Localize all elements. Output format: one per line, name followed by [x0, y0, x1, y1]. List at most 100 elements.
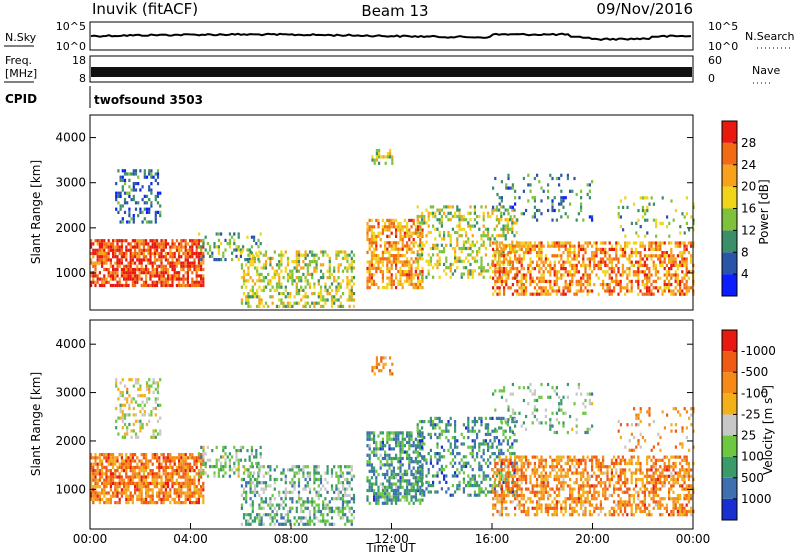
heatmap-cell: [158, 469, 161, 473]
heatmap-cell: [98, 501, 101, 505]
colorbar-tick-label: 8: [741, 245, 749, 259]
heatmap-cell: [386, 501, 389, 505]
heatmap-cell: [169, 488, 172, 492]
heatmap-cell: [123, 462, 126, 466]
heatmap-cell: [551, 218, 554, 222]
heatmap-cell: [297, 481, 301, 485]
heatmap-cell: [399, 238, 402, 242]
heatmap-cell: [388, 257, 391, 261]
heatmap-cell: [434, 214, 437, 219]
heatmap-cell: [112, 481, 115, 485]
heatmap-cell: [445, 214, 448, 219]
heatmap-cell: [395, 231, 398, 235]
heatmap-cell: [300, 288, 303, 292]
heatmap-cell: [615, 273, 618, 277]
heatmap-cell: [456, 208, 459, 212]
heatmap-cell: [440, 208, 443, 212]
heatmap-cell: [417, 244, 420, 248]
heatmap-cell: [101, 251, 104, 256]
heatmap-cell: [127, 456, 130, 460]
heatmap-cell: [147, 258, 150, 262]
heatmap-cell: [518, 292, 521, 296]
heatmap-cell: [434, 243, 437, 247]
heatmap-cell: [164, 485, 167, 489]
heatmap-cell: [119, 403, 122, 407]
heatmap-cell: [295, 500, 298, 504]
heatmap-cell: [242, 445, 245, 449]
heatmap-cell: [158, 456, 161, 460]
heatmap-cell: [547, 208, 550, 213]
heatmap-cell: [412, 260, 415, 264]
heatmap-cell: [178, 277, 181, 281]
heatmap-cell: [373, 250, 376, 254]
heatmap-cell: [494, 257, 497, 261]
heatmap-cell: [644, 212, 647, 216]
heatmap-cell: [685, 270, 688, 274]
heatmap-cell: [610, 260, 613, 264]
heatmap-cell: [586, 192, 589, 197]
heatmap-cell: [180, 248, 183, 252]
heatmap-cell: [416, 250, 419, 254]
heatmap-cell: [621, 267, 624, 271]
heatmap-cell: [527, 251, 530, 255]
heatmap-cell: [98, 258, 101, 262]
heatmap-cell: [373, 161, 376, 165]
heatmap-cell: [637, 260, 640, 264]
heatmap-cell: [239, 458, 242, 462]
heatmap-cell: [449, 442, 452, 446]
heatmap-cell: [674, 209, 677, 213]
heatmap-cell: [679, 286, 682, 290]
heatmap-cell: [262, 285, 265, 289]
heatmap-cell: [300, 516, 303, 520]
heatmap-cell: [467, 426, 470, 430]
heatmap-cell: [245, 500, 248, 504]
heatmap-cell: [171, 465, 174, 469]
heatmap-cell: [637, 218, 640, 222]
heatmap-cell: [417, 282, 420, 286]
heatmap-cell: [489, 237, 492, 241]
heatmap-cell: [432, 484, 435, 488]
heatmap-cell: [648, 241, 651, 245]
heatmap-cell: [390, 273, 393, 277]
heatmap-cell: [399, 276, 402, 280]
heatmap-cell: [134, 277, 137, 281]
heatmap-cell: [145, 462, 148, 466]
heatmap-cell: [297, 493, 301, 498]
heatmap-cell: [256, 516, 259, 520]
heatmap-cell: [386, 218, 389, 222]
freq-frame: [89, 55, 694, 83]
heatmap-cell: [399, 260, 402, 264]
heatmap-cell: [371, 369, 374, 373]
heatmap-cell: [419, 447, 422, 451]
heatmap-cell: [148, 419, 151, 423]
heatmap-cell: [375, 450, 378, 454]
heatmap-cell: [262, 513, 265, 517]
heatmap-cell: [562, 289, 565, 293]
heatmap-cell: [516, 241, 519, 245]
heatmap-cell: [514, 267, 517, 271]
heatmap-cell: [156, 459, 159, 463]
heatmap-cell: [125, 459, 128, 463]
heatmap-cell: [147, 485, 150, 489]
heatmap-cell: [140, 248, 143, 252]
heatmap-cell: [245, 301, 248, 305]
heatmap-cell: [438, 436, 441, 440]
heatmap-cell: [414, 450, 417, 454]
heatmap-cell: [635, 241, 638, 245]
heatmap-cell: [423, 243, 426, 247]
heatmap-cell: [503, 292, 506, 296]
heatmap-cell: [663, 257, 666, 261]
heatmap-cell: [467, 240, 470, 244]
heatmap-cell: [505, 244, 508, 248]
heatmap-cell: [156, 245, 159, 249]
heatmap-cell: [284, 285, 287, 289]
heatmap-cell: [663, 267, 666, 271]
heatmap-cell: [462, 471, 465, 475]
heatmap-cell: [516, 244, 519, 248]
freq-tick-top: 18: [72, 54, 86, 67]
heatmap-cell: [498, 196, 501, 200]
heatmap-cell: [401, 456, 404, 461]
heatmap-cell: [683, 257, 686, 261]
heatmap-cell: [469, 269, 472, 273]
heatmap-cell: [602, 257, 605, 261]
